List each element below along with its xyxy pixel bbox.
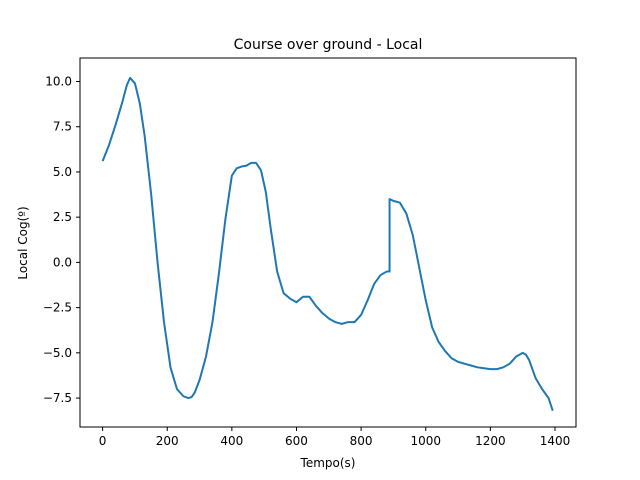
x-tick-label: 200 xyxy=(156,434,179,448)
x-axis-ticks: 0 200 400 600 800 1000 1200 1400 xyxy=(99,427,570,448)
plot-area xyxy=(80,58,576,427)
series-layer xyxy=(101,76,554,412)
series-line-0 xyxy=(101,76,554,412)
y-tick-label: 0.0 xyxy=(53,255,72,269)
x-tick-label: 1200 xyxy=(475,434,506,448)
y-axis-label: Local Cog(º) xyxy=(16,206,30,279)
x-tick-label: 800 xyxy=(350,434,373,448)
y-axis-ticks: −7.5 −5.0 −2.5 0.0 2.5 5.0 7.5 10.0 xyxy=(43,75,80,405)
y-tick-label: −5.0 xyxy=(43,346,72,360)
x-tick-label: 1000 xyxy=(410,434,441,448)
x-tick-label: 400 xyxy=(220,434,243,448)
y-tick-label: 5.0 xyxy=(53,165,72,179)
x-tick-label: 1400 xyxy=(540,434,571,448)
plot-frame xyxy=(79,57,577,428)
x-axis-label: Tempo(s) xyxy=(300,456,356,470)
y-tick-label: −7.5 xyxy=(43,391,72,405)
x-tick-label: 0 xyxy=(99,434,107,448)
y-tick-label: 10.0 xyxy=(45,75,72,89)
y-tick-label: −2.5 xyxy=(43,301,72,315)
y-tick-label: 2.5 xyxy=(53,210,72,224)
chart-title: Course over ground - Local xyxy=(234,37,423,53)
x-tick-label: 600 xyxy=(285,434,308,448)
y-tick-label: 7.5 xyxy=(53,120,72,134)
